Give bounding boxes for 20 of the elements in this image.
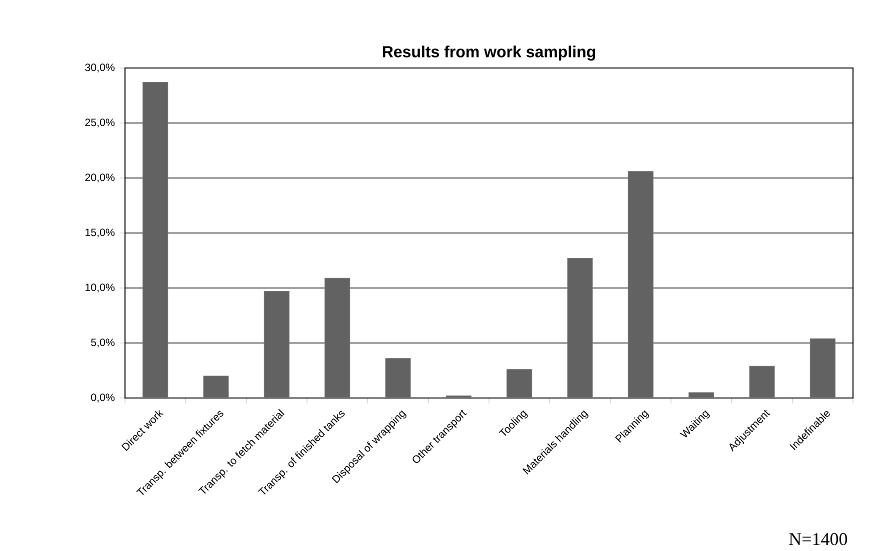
bar [264,291,290,398]
bar [749,366,775,398]
y-tick-label: 5,0% [91,338,115,348]
bar [385,358,411,398]
bar [567,258,593,398]
y-tick-label: 25,0% [85,118,115,128]
bar [628,171,654,398]
bar [203,376,229,398]
y-tick-label: 10,0% [86,284,115,292]
bar [142,82,168,398]
y-tick-label: 15,0% [86,228,115,238]
bar [506,369,532,398]
chart-title: Results from work sampling [382,46,596,61]
bar [810,338,836,398]
bar [688,392,714,398]
y-tick-label: 30,0% [85,64,115,72]
text: N=1400 [789,533,848,546]
y-tick-label: 0,0% [91,394,115,402]
y-tick-label: 20,0% [85,174,115,182]
bar [324,278,350,398]
